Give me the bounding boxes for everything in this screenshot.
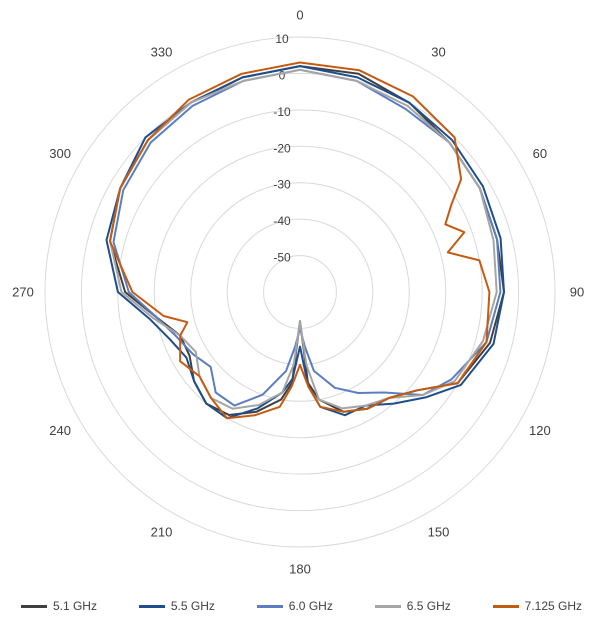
angle-tick-labels: 0 30 60 90 120 150 180 210 240 270 300 330 xyxy=(12,8,584,577)
radial-tick-label: -20 xyxy=(273,141,291,155)
legend-item: 5.1 GHz xyxy=(20,599,97,613)
series-line xyxy=(109,61,491,420)
grid-ring xyxy=(153,145,447,439)
grid-ring xyxy=(117,109,483,475)
legend-label: 7.125 GHz xyxy=(524,599,583,613)
angle-tick-label: 150 xyxy=(428,524,450,539)
angle-tick-label: 240 xyxy=(49,423,71,438)
radial-tick-label: -50 xyxy=(273,251,291,265)
grid-ring xyxy=(80,72,520,512)
legend-label: 6.5 GHz xyxy=(406,599,451,613)
legend-item: 5.5 GHz xyxy=(138,599,215,613)
angle-tick-label: 210 xyxy=(151,524,173,539)
series-traces xyxy=(105,61,505,420)
legend-item: 6.0 GHz xyxy=(256,599,333,613)
legend-label: 5.5 GHz xyxy=(170,599,215,613)
legend-item: 6.5 GHz xyxy=(374,599,451,613)
angle-tick-label: 30 xyxy=(431,45,445,60)
legend-swatch xyxy=(374,604,401,608)
legend-swatch xyxy=(138,604,165,608)
radial-tick-label: 0 xyxy=(279,68,286,82)
legend: 5.1 GHz 5.5 GHz 6.0 GHz 6.5 GHz 7.125 GHz xyxy=(0,594,603,618)
angle-tick-label: 60 xyxy=(533,146,547,161)
legend-item: 7.125 GHz xyxy=(492,599,583,613)
grid-ring xyxy=(226,218,374,366)
legend-swatch xyxy=(20,604,47,608)
angle-tick-label: 0 xyxy=(296,8,303,23)
angle-tick-label: 330 xyxy=(151,45,173,60)
grid-ring xyxy=(263,255,337,329)
angle-tick-label: 300 xyxy=(49,146,71,161)
radial-tick-label: -40 xyxy=(273,214,291,228)
angle-tick-label: 270 xyxy=(12,285,34,300)
angle-tick-label: 90 xyxy=(570,285,584,300)
radial-tick-label: 10 xyxy=(275,32,289,46)
radial-tick-label: -30 xyxy=(273,178,291,192)
grid-ring xyxy=(44,36,556,548)
legend-swatch xyxy=(492,604,519,608)
series-line xyxy=(109,68,498,410)
polar-chart: 0 30 60 90 120 150 180 210 240 270 300 330 10 0 -10 -2… xyxy=(12,8,584,577)
grid-ring xyxy=(190,182,410,402)
legend-label: 5.1 GHz xyxy=(52,599,97,613)
legend-label: 6.0 GHz xyxy=(288,599,333,613)
legend-swatch xyxy=(256,604,283,608)
angle-tick-label: 180 xyxy=(289,562,311,577)
angle-tick-label: 120 xyxy=(529,423,551,438)
series-line xyxy=(105,65,505,420)
radial-tick-labels: 10 0 -10 -20 -30 -40 -50 xyxy=(273,32,291,265)
radial-tick-label: -10 xyxy=(273,105,291,119)
